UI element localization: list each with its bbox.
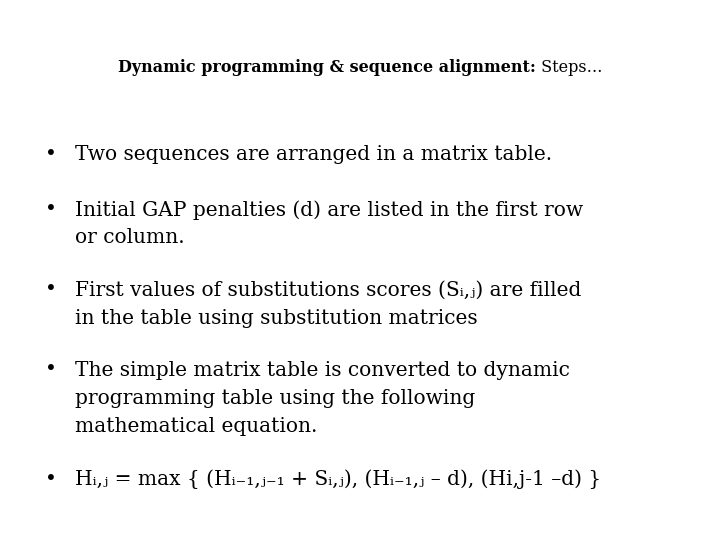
Text: in the table using substitution matrices: in the table using substitution matrices (75, 308, 477, 327)
Text: Hᵢ,ⱼ = max { (Hᵢ₋₁,ⱼ₋₁ + Sᵢ,ⱼ), (Hᵢ₋₁,ⱼ – d), (Hi,j-1 –d) }: Hᵢ,ⱼ = max { (Hᵢ₋₁,ⱼ₋₁ + Sᵢ,ⱼ), (Hᵢ₋₁,ⱼ … (75, 469, 601, 489)
Text: The simple matrix table is converted to dynamic: The simple matrix table is converted to … (75, 361, 570, 380)
Text: programming table using the following: programming table using the following (75, 388, 475, 408)
Text: Steps…: Steps… (536, 59, 602, 77)
Text: •: • (45, 280, 57, 300)
Text: Two sequences are arranged in a matrix table.: Two sequences are arranged in a matrix t… (75, 145, 552, 165)
Text: •: • (45, 200, 57, 219)
Text: or column.: or column. (75, 228, 184, 247)
Text: •: • (45, 361, 57, 380)
Text: First values of substitutions scores (Sᵢ,ⱼ) are filled: First values of substitutions scores (Sᵢ… (75, 280, 581, 300)
Text: mathematical equation.: mathematical equation. (75, 416, 318, 435)
Text: Dynamic programming & sequence alignment:: Dynamic programming & sequence alignment… (118, 59, 536, 77)
Text: •: • (45, 145, 57, 165)
Text: Initial GAP penalties (d) are listed in the first row: Initial GAP penalties (d) are listed in … (75, 200, 583, 220)
Text: •: • (45, 469, 57, 489)
